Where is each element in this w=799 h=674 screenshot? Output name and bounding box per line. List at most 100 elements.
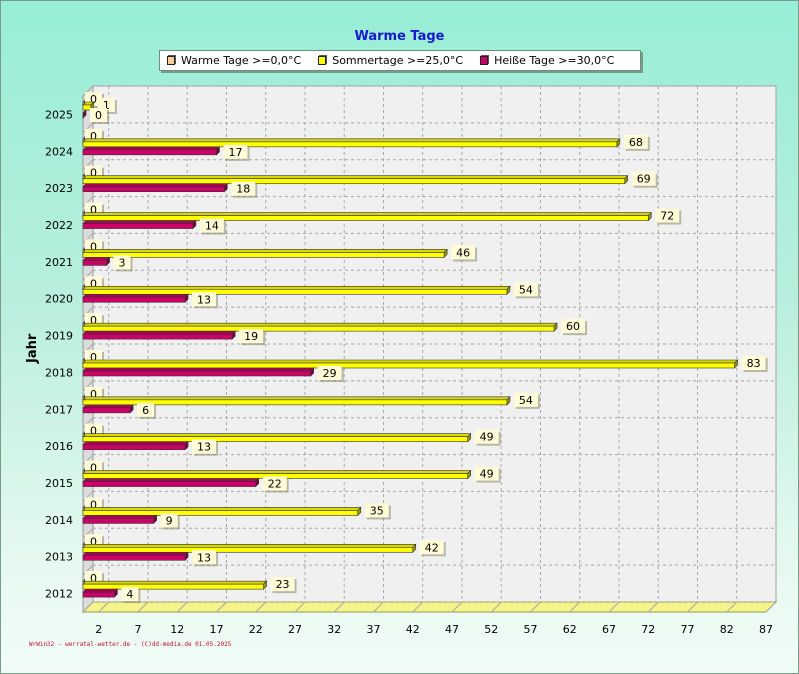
bar-sommertage [82, 215, 649, 221]
legend-swatch-heisse-tage [480, 56, 489, 65]
x-tick-label: 77 [680, 623, 694, 636]
data-label-warme-tage: 0 [90, 240, 97, 253]
bar-sommertage-top [82, 580, 268, 585]
bar-heisse-tage-top [82, 441, 189, 446]
y-gridline-side [82, 527, 94, 539]
x-tick-label: 67 [602, 623, 616, 636]
data-label-sommertage: 49 [480, 431, 494, 444]
bar-heisse-tage [82, 444, 186, 451]
data-label-sommertage: 54 [519, 283, 533, 296]
data-label-heisse-tage: 13 [197, 293, 211, 306]
data-label-heisse-tage-box [239, 329, 264, 344]
x-tick-label: 82 [720, 623, 734, 636]
data-label-sommertage-box [655, 208, 680, 223]
y-gridline-side [82, 122, 94, 134]
x-tick-label: 37 [366, 623, 380, 636]
legend-item-heisse-tage: Heiße Tage >=30,0°C [480, 54, 614, 67]
data-label-heisse-tage: 22 [268, 478, 282, 491]
legend: Warme Tage >=0,0°C Sommertage >=25,0°C H… [159, 50, 641, 71]
data-label-sommertage: 1 [103, 99, 110, 112]
legend-item-warme-tage: Warme Tage >=0,0°C [167, 54, 301, 67]
bar-heisse-tage [82, 149, 217, 156]
x-tick-label: 22 [249, 623, 263, 636]
data-label-sommertage-box [631, 171, 656, 186]
bar-heisse-tage [82, 554, 186, 561]
data-label-heisse-tage-box [199, 218, 224, 233]
y-tick-label: 2018 [45, 366, 73, 379]
x-tick-label: 62 [563, 623, 577, 636]
bar-heisse-tage-top [82, 146, 221, 151]
bar-heisse-tage-top [82, 293, 189, 298]
x-gridline-floor [333, 601, 345, 613]
data-label-warme-tage: 0 [90, 425, 97, 438]
legend-swatch-sommertage [318, 56, 327, 65]
data-label-heisse-tage-box [160, 513, 178, 528]
bar-heisse-tage-top [82, 183, 229, 188]
y-tick-label: 2025 [45, 108, 73, 121]
legend-label-sommertage: Sommertage >=25,0°C [332, 54, 464, 67]
x-tick-label: 72 [641, 623, 655, 636]
data-label-sommertage: 23 [276, 578, 290, 591]
y-gridline-side [82, 159, 94, 171]
bar-heisse-tage [82, 481, 257, 487]
x-tick-label: 17 [209, 623, 223, 636]
y-gridline-side [82, 269, 94, 281]
data-label-sommertage: 68 [629, 136, 643, 149]
data-label-sommertage: 83 [747, 357, 761, 370]
bar-sommertage [82, 546, 414, 553]
bar-heisse-tage [82, 333, 233, 340]
chart-title: Warme Tage [354, 29, 445, 44]
data-label-warme-tage: 0 [90, 277, 97, 290]
x-gridline-floor [137, 601, 149, 613]
legend-swatch-warme-tage [167, 56, 175, 65]
x-gridline-floor [647, 601, 659, 613]
x-tick-label: 42 [406, 623, 420, 636]
data-label-heisse-tage-box [223, 144, 248, 159]
bar-sommertage-top [82, 359, 739, 364]
plot-floor [81, 601, 778, 613]
x-gridline-floor [412, 601, 424, 613]
y-gridline-side [82, 233, 94, 244]
data-label-warme-tage: 0 [90, 498, 97, 511]
data-label-sommertage: 42 [425, 541, 439, 554]
bar-heisse-tage [82, 370, 311, 377]
x-tick-label: 87 [759, 623, 773, 636]
data-label-heisse-tage-box [192, 550, 217, 565]
bar-heisse-tage [82, 407, 131, 414]
data-label-heisse-tage: 13 [197, 441, 211, 454]
data-label-warme-tage: 0 [90, 314, 97, 327]
data-label-heisse-tage: 3 [119, 256, 126, 269]
data-label-sommertage-box [270, 577, 295, 592]
y-axis-label: Jahr [25, 333, 40, 363]
data-label-sommertage-box [623, 134, 648, 149]
x-tick-label: 7 [134, 623, 141, 636]
data-label-sommertage-box [741, 356, 766, 370]
data-label-sommertage-box [474, 429, 499, 444]
y-tick-label: 2014 [45, 514, 73, 527]
y-gridline-side [82, 417, 94, 429]
bar-sommertage [82, 583, 264, 590]
data-label-heisse-tage: 19 [244, 330, 258, 343]
bar-sommertage [82, 288, 508, 295]
data-label-warme-tage: 0 [90, 204, 97, 217]
data-label-warme-tage: 0 [90, 462, 97, 475]
x-tick-label: 27 [288, 623, 302, 636]
bar-sommertage [82, 510, 359, 516]
bar-heisse-tage-top [82, 551, 189, 556]
x-gridline-floor [530, 601, 541, 613]
x-gridline-floor [294, 601, 306, 613]
data-label-sommertage: 72 [660, 210, 674, 223]
x-gridline-floor [687, 601, 698, 613]
bar-sommertage [82, 325, 555, 332]
data-label-heisse-tage: 9 [166, 514, 173, 527]
data-label-heisse-tage: 0 [95, 109, 102, 122]
bar-heisse-tage-top [82, 367, 315, 372]
x-tick-label: 52 [484, 623, 498, 636]
data-label-warme-tage: 0 [90, 388, 97, 401]
bar-heisse-tage-top [82, 515, 158, 519]
data-label-warme-tage: 0 [90, 351, 97, 364]
x-gridline-floor [765, 601, 777, 613]
bar-sommertage [82, 252, 445, 258]
data-label-sommertage-box [561, 319, 586, 334]
bar-sommertage-top [82, 543, 417, 548]
